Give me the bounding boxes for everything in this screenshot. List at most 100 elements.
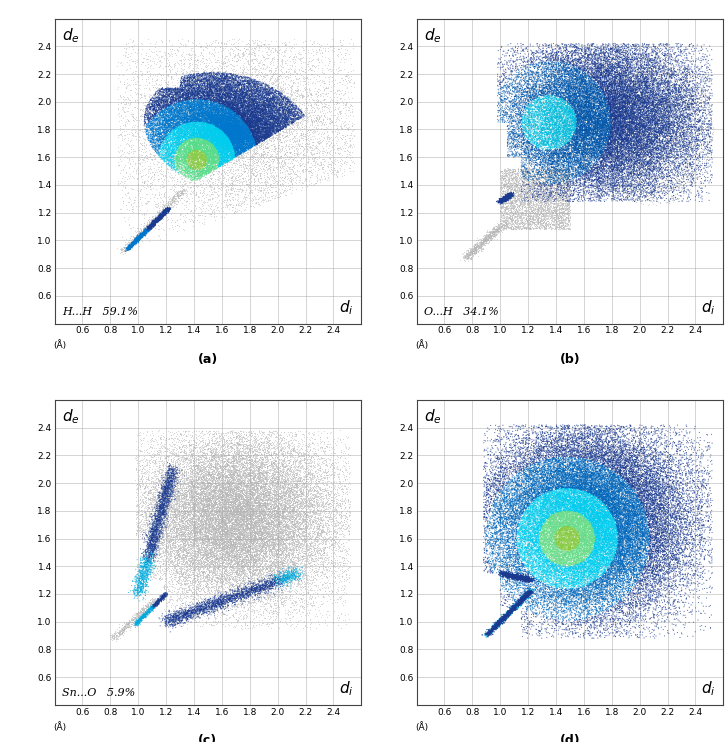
Point: [212, 522, 223, 534]
Point: [561, 218, 572, 230]
Point: [500, 66, 512, 78]
Point: [230, 122, 242, 134]
Point: [608, 527, 620, 539]
Point: [571, 559, 583, 571]
Point: [675, 44, 686, 56]
Point: [660, 483, 672, 495]
Point: [495, 617, 507, 629]
Point: [200, 606, 212, 618]
Point: [256, 462, 268, 473]
Point: [510, 571, 522, 582]
Point: [608, 466, 620, 478]
Point: [227, 99, 238, 111]
Point: [545, 183, 556, 194]
Point: [212, 562, 223, 574]
Point: [310, 157, 321, 168]
Point: [185, 520, 196, 532]
Point: [529, 119, 540, 131]
Point: [514, 105, 526, 116]
Point: [241, 125, 252, 137]
Point: [642, 469, 654, 481]
Point: [566, 165, 578, 177]
Point: [566, 137, 577, 149]
Point: [253, 105, 265, 116]
Point: [622, 527, 634, 539]
Point: [253, 519, 265, 531]
Point: [262, 525, 274, 536]
Point: [150, 148, 161, 160]
Point: [198, 118, 210, 130]
Point: [545, 59, 557, 70]
Point: [499, 164, 510, 176]
Point: [538, 184, 550, 196]
Point: [603, 90, 614, 102]
Point: [539, 605, 550, 617]
Point: [572, 72, 584, 84]
Point: [168, 107, 180, 119]
Point: [598, 531, 610, 543]
Point: [570, 88, 582, 99]
Point: [157, 498, 169, 510]
Point: [575, 594, 587, 605]
Point: [529, 529, 541, 541]
Point: [646, 119, 658, 131]
Point: [599, 571, 611, 583]
Point: [517, 102, 529, 114]
Point: [616, 449, 627, 461]
Point: [230, 120, 241, 132]
Point: [558, 584, 570, 596]
Point: [132, 233, 143, 245]
Point: [486, 226, 498, 238]
Point: [235, 484, 246, 496]
Point: [579, 550, 590, 562]
Point: [527, 502, 539, 513]
Point: [510, 450, 521, 462]
Point: [208, 160, 220, 172]
Point: [263, 505, 275, 517]
Point: [571, 61, 582, 73]
Point: [272, 518, 284, 530]
Point: [680, 153, 691, 165]
Point: [604, 119, 616, 131]
Point: [222, 119, 233, 131]
Point: [677, 125, 688, 137]
Point: [566, 522, 578, 533]
Point: [669, 130, 680, 142]
Point: [177, 210, 188, 222]
Point: [138, 229, 150, 240]
Point: [625, 516, 637, 528]
Point: [553, 577, 564, 589]
Point: [503, 481, 515, 493]
Point: [591, 177, 603, 188]
Point: [230, 121, 241, 133]
Point: [225, 138, 237, 150]
Point: [624, 552, 635, 564]
Point: [324, 427, 335, 439]
Point: [159, 486, 171, 498]
Point: [513, 67, 524, 79]
Point: [215, 57, 227, 69]
Point: [525, 191, 537, 203]
Point: [594, 488, 606, 500]
Point: [177, 568, 189, 580]
Point: [170, 87, 182, 99]
Point: [566, 75, 578, 87]
Point: [255, 95, 267, 107]
Point: [199, 443, 211, 455]
Point: [584, 52, 595, 64]
Point: [161, 490, 173, 502]
Point: [159, 483, 171, 495]
Point: [212, 531, 223, 542]
Point: [651, 510, 662, 522]
Point: [608, 56, 619, 68]
Point: [633, 128, 645, 139]
Point: [582, 530, 594, 542]
Point: [574, 522, 585, 534]
Point: [326, 513, 337, 525]
Point: [217, 102, 228, 114]
Point: [607, 521, 619, 533]
Point: [209, 134, 221, 145]
Point: [225, 476, 237, 488]
Point: [590, 158, 601, 170]
Point: [536, 129, 547, 141]
